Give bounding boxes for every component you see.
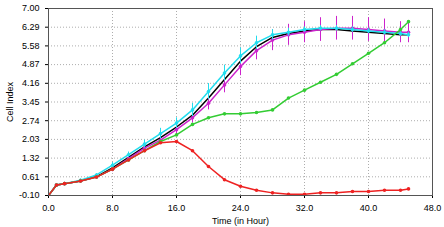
svg-text:40.0: 40.0 xyxy=(360,203,378,213)
svg-text:3.45: 3.45 xyxy=(22,97,40,107)
svg-text:1.32: 1.32 xyxy=(22,153,40,163)
svg-text:Time (in Hour): Time (in Hour) xyxy=(212,216,269,226)
svg-text:2.74: 2.74 xyxy=(22,116,40,126)
svg-text:0.61: 0.61 xyxy=(22,172,40,182)
svg-text:8.0: 8.0 xyxy=(106,203,119,213)
svg-text:24.0: 24.0 xyxy=(232,203,250,213)
svg-text:2.03: 2.03 xyxy=(22,134,40,144)
svg-text:0.0: 0.0 xyxy=(42,203,55,213)
svg-text:6.29: 6.29 xyxy=(22,22,40,32)
svg-text:5.58: 5.58 xyxy=(22,41,40,51)
svg-text:7.00: 7.00 xyxy=(22,3,40,13)
svg-text:-0.10: -0.10 xyxy=(19,190,40,200)
svg-text:48.0: 48.0 xyxy=(424,203,442,213)
svg-text:32.0: 32.0 xyxy=(296,203,314,213)
svg-text:4.87: 4.87 xyxy=(22,59,40,69)
svg-text:4.16: 4.16 xyxy=(22,78,40,88)
svg-text:16.0: 16.0 xyxy=(168,203,186,213)
svg-text:Cell Index: Cell Index xyxy=(5,81,15,122)
